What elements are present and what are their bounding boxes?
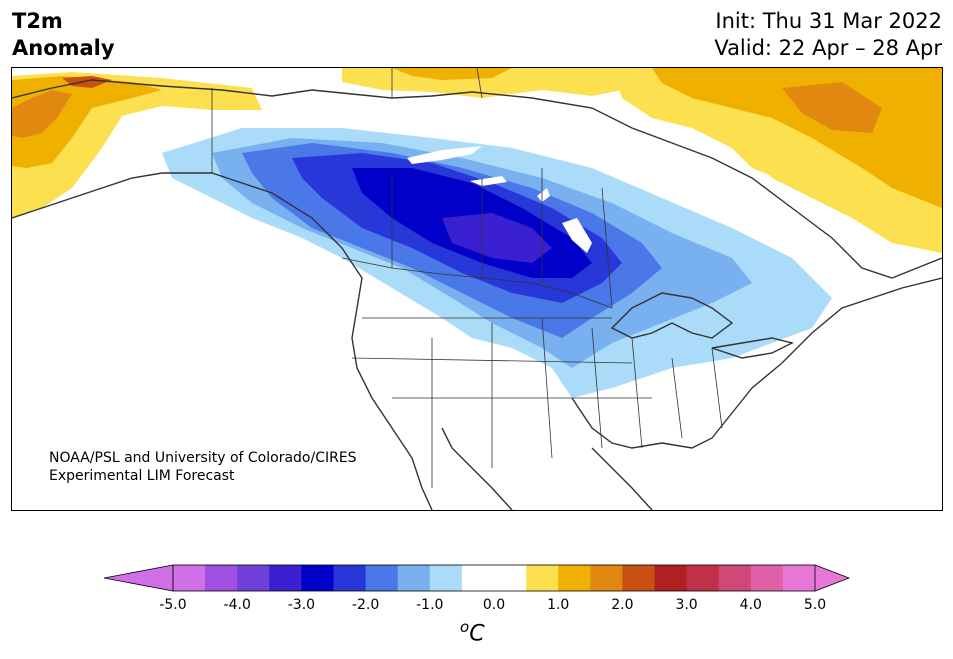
warm-region-alaska-4 [62, 76, 112, 88]
colorbar-tick-label: -3.0 [288, 597, 315, 612]
colorbar-segment [686, 565, 720, 591]
warm-region-greenland-3 [782, 82, 882, 133]
credit-text: NOAA/PSL and University of Colorado/CIRE… [49, 449, 357, 485]
colorbar-units: oC [460, 618, 485, 646]
credit-line-1: NOAA/PSL and University of Colorado/CIRE… [49, 450, 357, 466]
colorbar-extend-min [103, 564, 174, 592]
lake-great-slave [470, 176, 507, 186]
colorbar-segment [429, 565, 463, 591]
colorbar-segment [397, 565, 431, 591]
colorbar-segment [301, 565, 334, 591]
colorbar-segment [269, 565, 302, 591]
cold-anomaly-6 [442, 213, 552, 263]
lake-great-bear [407, 146, 482, 164]
colorbar-segment [590, 565, 623, 591]
warm-region-quebec [752, 148, 942, 253]
colorbar-tick-label: 1.0 [547, 597, 569, 612]
forecast-dates: Init: Thu 31 Mar 2022 Valid: 22 Apr – 28… [714, 8, 942, 62]
colorbar-tick-label: -4.0 [224, 597, 251, 612]
colorbar-tick-label: 3.0 [675, 597, 697, 612]
colorbar-border [172, 564, 816, 592]
anomaly-map [11, 67, 943, 511]
colorbar-segment [237, 565, 270, 591]
colorbar-tick-label: -1.0 [416, 597, 443, 612]
colorbar-tick-label: 2.0 [611, 597, 633, 612]
colorbar-segment [526, 565, 559, 591]
init-date: Init: Thu 31 Mar 2022 [715, 9, 942, 33]
units-label: C [469, 621, 485, 647]
colorbar-segment [622, 565, 655, 591]
lake-winnipeg [562, 218, 592, 253]
colorbar-segment [461, 565, 495, 591]
colorbar-segment [365, 565, 399, 591]
credit-line-2: Experimental LIM Forecast [49, 468, 235, 484]
colorbar-tick-label: 5.0 [804, 597, 826, 612]
colorbar-tick-label: 0.0 [483, 597, 505, 612]
colorbar-segment [654, 565, 688, 591]
colorbar-tick-label: 4.0 [740, 597, 762, 612]
colorbar-segment [782, 565, 816, 591]
colorbar-tick-label: -5.0 [159, 597, 186, 612]
colorbar: -5.0 -4.0 -3.0 -2.0 -1.0 0.0 1.0 2.0 3.0 4.0 5.0 [103, 564, 853, 616]
units-degree: o [460, 618, 470, 636]
colorbar-segment [205, 565, 238, 591]
coastlines [12, 79, 942, 510]
colorbar-extend-max [814, 564, 851, 592]
colorbar-segment [750, 565, 784, 591]
colorbar-segment [173, 565, 206, 591]
valid-date: Valid: 22 Apr – 28 Apr [714, 36, 942, 60]
map-title: T2m Anomaly [12, 8, 115, 62]
lake-athabasca [537, 188, 550, 202]
political-borders [211, 68, 723, 488]
colorbar-segment [718, 565, 752, 591]
title-line-2: Anomaly [12, 36, 115, 60]
title-line-1: T2m [12, 9, 63, 33]
warm-region-arctic-2 [392, 68, 512, 80]
colorbar-segment [494, 565, 527, 591]
colorbar-tick-label: -2.0 [352, 597, 379, 612]
colorbar-segment [558, 565, 591, 591]
colorbar-segment [333, 565, 367, 591]
warm-region-alaska-3 [12, 90, 72, 138]
